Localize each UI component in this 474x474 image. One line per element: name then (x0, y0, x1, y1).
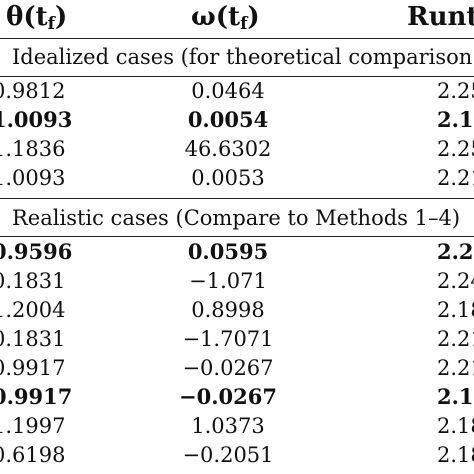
omega-cell: 0.0595 (187, 239, 269, 264)
header-theta: θ(tf) (6, 2, 68, 34)
table-row: 1.1997 1.0373 2.18 (0, 412, 474, 440)
theta-cell: 0.9812 (0, 79, 66, 103)
runtime-cell: 2.19 (437, 384, 474, 409)
omega-cell: −0.2051 (182, 443, 274, 467)
runtime-cell: 2.25 (437, 137, 474, 161)
omega-cell: 46.6302 (184, 137, 272, 161)
omega-cell: −0.0267 (179, 384, 277, 409)
section-realistic-title: Realistic cases (Compare to Methods 1–4) (12, 206, 461, 230)
section-idealized-rule (0, 76, 474, 77)
theta-cell: 0.6198 (0, 443, 66, 467)
table-row: 0.1831 −1.071 2.24 (0, 267, 474, 295)
table-row: 0.9917 −0.0267 2.19 (0, 383, 474, 411)
theta-cell: 0.9596 (0, 239, 73, 264)
table-row: 0.9596 0.0595 2.23 (0, 238, 474, 266)
theta-cell: 1.1836 (0, 137, 66, 161)
table-row: 0.1831 −1.7071 2.21 (0, 325, 474, 353)
runtime-cell: 2.24 (437, 269, 474, 293)
theta-cell: 1.0093 (0, 107, 73, 132)
theta-cell: 0.9917 (0, 384, 73, 409)
header-rule (0, 38, 474, 39)
section-idealized-title: Idealized cases (for theoretical compari… (12, 45, 473, 69)
theta-cell: 1.1997 (0, 414, 66, 438)
runtime-cell: 2.12 (437, 107, 474, 132)
theta-cell: 1.2004 (0, 298, 66, 322)
runtime-cell: 2.18 (437, 414, 474, 438)
table-row: 1.0093 0.0054 2.12 (0, 106, 474, 134)
runtime-cell: 2.23 (437, 239, 474, 264)
header-omega: ω(tf) (191, 2, 260, 34)
runtime-cell: 2.21 (437, 166, 474, 190)
table-row: 1.0093 0.0053 2.21 (0, 164, 474, 192)
theta-cell: 1.0093 (0, 166, 66, 190)
theta-cell: 0.1831 (0, 327, 66, 351)
table-row: 0.9917 −0.0267 2.21 (0, 354, 474, 382)
theta-cell: 0.1831 (0, 269, 66, 293)
omega-cell: 0.0054 (187, 107, 269, 132)
table-row: 1.1836 46.6302 2.25 (0, 135, 474, 163)
table-row: 1.2004 0.8998 2.18 (0, 296, 474, 324)
runtime-cell: 2.21 (437, 327, 474, 351)
omega-cell: 0.0464 (191, 79, 265, 103)
runtime-cell: 2.18 (437, 298, 474, 322)
omega-cell: 0.8998 (191, 298, 265, 322)
section-realistic-rule (0, 236, 474, 237)
omega-cell: −0.0267 (182, 356, 274, 380)
section-divider-rule (0, 198, 474, 199)
omega-cell: 0.0053 (191, 166, 265, 190)
theta-cell: 0.9917 (0, 356, 66, 380)
table-row: 0.9812 0.0464 2.25 (0, 77, 474, 105)
header-runtime: Runti (407, 2, 474, 32)
omega-cell: −1.071 (189, 269, 267, 293)
runtime-cell: 2.18 (437, 443, 474, 467)
runtime-cell: 2.21 (437, 356, 474, 380)
table-row: 0.6198 −0.2051 2.18 (0, 441, 474, 469)
omega-cell: 1.0373 (191, 414, 265, 438)
runtime-cell: 2.25 (437, 79, 474, 103)
omega-cell: −1.7071 (182, 327, 274, 351)
